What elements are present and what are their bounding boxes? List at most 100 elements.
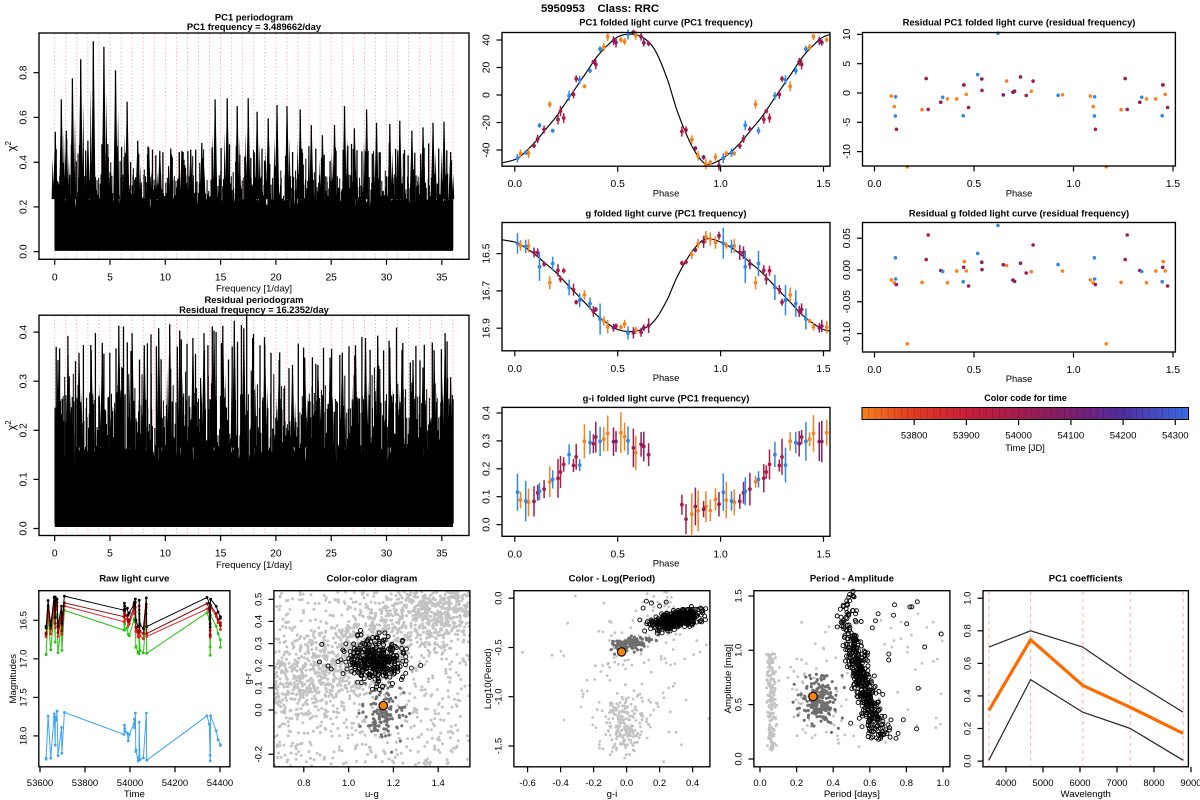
svg-text:0.0: 0.0 [493, 592, 504, 605]
svg-text:-20: -20 [482, 115, 493, 130]
svg-text:0.0: 0.0 [253, 703, 264, 716]
svg-text:PC1 frequency = 3.489662/day: PC1 frequency = 3.489662/day [187, 21, 322, 32]
svg-text:15: 15 [215, 549, 227, 560]
svg-text:Phase: Phase [1006, 188, 1033, 199]
svg-text:30: 30 [381, 549, 393, 560]
svg-text:0.1: 0.1 [482, 489, 493, 504]
svg-text:-0.2: -0.2 [253, 746, 264, 762]
svg-text:54300: 54300 [1162, 431, 1189, 442]
svg-text:54000: 54000 [117, 778, 143, 789]
svg-text:Phase: Phase [653, 372, 680, 383]
svg-text:16.5: 16.5 [18, 611, 29, 630]
svg-text:10: 10 [160, 272, 172, 283]
svg-text:g folded light curve (PC1 freq: g folded light curve (PC1 frequency) [586, 208, 747, 219]
svg-text:0.0: 0.0 [753, 778, 766, 789]
svg-text:18.0: 18.0 [18, 727, 29, 746]
svg-text:0.5: 0.5 [733, 698, 744, 711]
svg-text:10: 10 [160, 549, 172, 560]
svg-text:1.0: 1.0 [713, 179, 728, 190]
svg-text:0: 0 [482, 92, 493, 98]
svg-text:0.2: 0.2 [253, 659, 264, 672]
svg-text:1.5: 1.5 [816, 179, 831, 190]
svg-text:0.2: 0.2 [482, 461, 493, 476]
svg-text:0.8: 0.8 [297, 778, 310, 789]
svg-text:0.2: 0.2 [653, 778, 666, 789]
svg-text:5000: 5000 [1032, 778, 1053, 789]
svg-text:0.5: 0.5 [611, 549, 626, 560]
svg-text:Log10(Period): Log10(Period) [483, 648, 494, 709]
svg-text:40: 40 [482, 34, 493, 46]
svg-text:Time [JD]: Time [JD] [1005, 442, 1045, 453]
svg-text:0.5: 0.5 [611, 364, 626, 375]
svg-text:0.8: 0.8 [900, 778, 913, 789]
svg-text:-10: -10 [842, 144, 853, 159]
svg-text:1.0: 1.0 [342, 778, 355, 789]
svg-text:25: 25 [325, 272, 337, 283]
svg-text:4000: 4000 [995, 778, 1016, 789]
svg-text:1.0: 1.0 [733, 644, 744, 657]
svg-text:0.0: 0.0 [508, 179, 523, 190]
svg-text:16.5: 16.5 [482, 243, 493, 263]
svg-text:0.1: 0.1 [19, 472, 30, 487]
svg-text:17.0: 17.0 [18, 650, 29, 669]
svg-text:1.0: 1.0 [713, 364, 728, 375]
svg-text:54200: 54200 [162, 778, 188, 789]
svg-text:0.8: 0.8 [963, 624, 974, 637]
svg-text:0.0: 0.0 [620, 778, 633, 789]
svg-text:Amplitude [mag]: Amplitude [mag] [723, 644, 734, 713]
svg-text:0.5: 0.5 [253, 593, 264, 606]
svg-text:5: 5 [107, 549, 113, 560]
svg-text:Period - Amplitude: Period - Amplitude [810, 574, 894, 585]
svg-text:9000: 9000 [1180, 778, 1200, 789]
svg-text:30: 30 [381, 272, 393, 283]
svg-text:54000: 54000 [1005, 431, 1032, 442]
svg-text:10: 10 [842, 28, 853, 40]
svg-text:0.3: 0.3 [19, 374, 30, 389]
svg-text:8000: 8000 [1143, 778, 1164, 789]
svg-text:Color - Log(Period): Color - Log(Period) [569, 574, 656, 585]
svg-text:17.5: 17.5 [18, 688, 29, 707]
svg-text:0.2: 0.2 [19, 199, 30, 214]
svg-text:1.4: 1.4 [432, 778, 445, 789]
svg-text:0.4: 0.4 [19, 325, 30, 340]
svg-text:0.0: 0.0 [867, 179, 882, 190]
svg-text:0.1: 0.1 [253, 681, 264, 694]
svg-text:0.0: 0.0 [19, 521, 30, 536]
svg-text:0.6: 0.6 [963, 657, 974, 670]
svg-text:54200: 54200 [1110, 431, 1137, 442]
svg-text:53900: 53900 [953, 431, 980, 442]
svg-text:Color-color diagram: Color-color diagram [327, 574, 418, 585]
svg-text:-1.5: -1.5 [493, 738, 504, 754]
svg-text:0.4: 0.4 [963, 689, 974, 702]
svg-text:53800: 53800 [901, 431, 928, 442]
svg-text:0.2: 0.2 [19, 423, 30, 438]
svg-text:0.3: 0.3 [482, 433, 493, 448]
svg-text:Residual PC1 folded light curv: Residual PC1 folded light curve (residua… [903, 17, 1136, 28]
svg-text:g-i: g-i [607, 789, 618, 800]
svg-text:u-g: u-g [365, 789, 379, 800]
svg-text:0.0: 0.0 [482, 517, 493, 532]
svg-text:53600: 53600 [27, 778, 53, 789]
svg-text:-1.0: -1.0 [493, 689, 504, 705]
svg-text:0: 0 [52, 549, 58, 560]
svg-text:Phase: Phase [653, 188, 680, 199]
svg-text:Phase: Phase [653, 558, 680, 569]
svg-text:Color code for time: Color code for time [984, 393, 1067, 403]
svg-text:Wavelength: Wavelength [1061, 789, 1111, 800]
svg-text:1.0: 1.0 [1066, 179, 1081, 190]
svg-text:0.4: 0.4 [482, 406, 493, 421]
svg-text:Residual frequency = 16.2352/d: Residual frequency = 16.2352/day [179, 304, 330, 315]
svg-text:16.9: 16.9 [482, 318, 493, 338]
svg-text:0.0: 0.0 [733, 752, 744, 765]
svg-text:0.5: 0.5 [611, 179, 626, 190]
svg-text:PC1 folded light curve (PC1 fr: PC1 folded light curve (PC1 frequency) [579, 17, 752, 28]
svg-text:6000: 6000 [1069, 778, 1090, 789]
svg-text:PC1 coefficients: PC1 coefficients [1049, 574, 1123, 585]
svg-text:0.4: 0.4 [253, 615, 264, 628]
svg-text:Raw light curve: Raw light curve [99, 574, 169, 585]
svg-text:0.00: 0.00 [842, 260, 853, 280]
svg-text:Frequency [1/day]: Frequency [1/day] [216, 284, 292, 295]
svg-text:20: 20 [270, 272, 282, 283]
svg-text:-5: -5 [842, 117, 853, 126]
svg-text:Phase: Phase [1006, 373, 1033, 384]
